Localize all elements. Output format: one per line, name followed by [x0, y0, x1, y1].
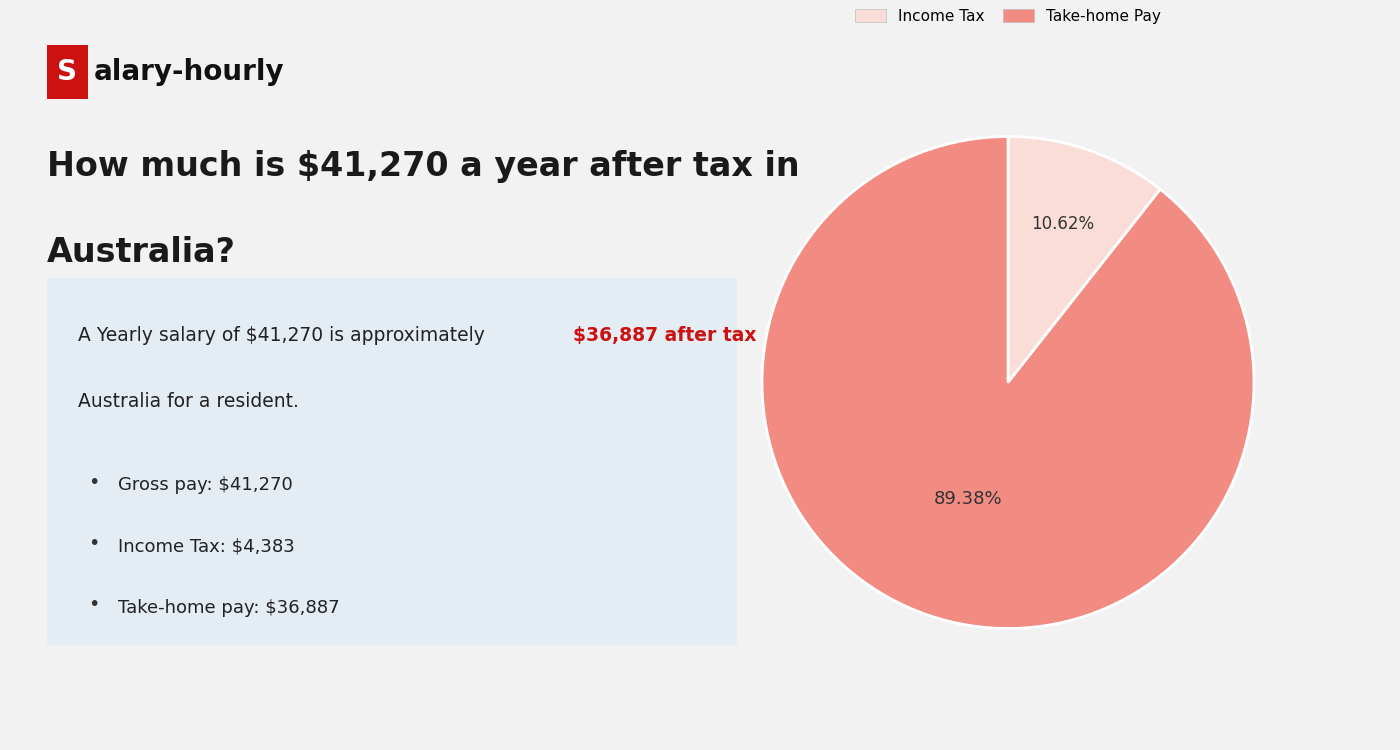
- Text: Income Tax: $4,383: Income Tax: $4,383: [118, 538, 294, 556]
- Text: How much is $41,270 a year after tax in: How much is $41,270 a year after tax in: [48, 150, 799, 183]
- Text: alary-hourly: alary-hourly: [94, 58, 284, 86]
- Text: •: •: [88, 596, 99, 614]
- Wedge shape: [1008, 136, 1161, 382]
- Text: 89.38%: 89.38%: [934, 490, 1002, 508]
- Text: A Yearly salary of $41,270 is approximately: A Yearly salary of $41,270 is approximat…: [78, 326, 491, 345]
- FancyBboxPatch shape: [48, 278, 736, 645]
- Wedge shape: [762, 136, 1254, 628]
- Legend: Income Tax, Take-home Pay: Income Tax, Take-home Pay: [850, 3, 1166, 30]
- Text: Australia?: Australia?: [48, 236, 237, 269]
- Text: Gross pay: $41,270: Gross pay: $41,270: [118, 476, 293, 494]
- Text: in: in: [781, 326, 804, 345]
- Text: •: •: [88, 534, 99, 553]
- Text: 10.62%: 10.62%: [1032, 215, 1095, 233]
- Text: •: •: [88, 472, 99, 491]
- FancyBboxPatch shape: [48, 45, 88, 99]
- Text: $36,887 after tax: $36,887 after tax: [574, 326, 757, 345]
- Text: S: S: [57, 58, 77, 86]
- Text: Australia for a resident.: Australia for a resident.: [78, 392, 300, 411]
- Text: Take-home pay: $36,887: Take-home pay: $36,887: [118, 599, 339, 617]
